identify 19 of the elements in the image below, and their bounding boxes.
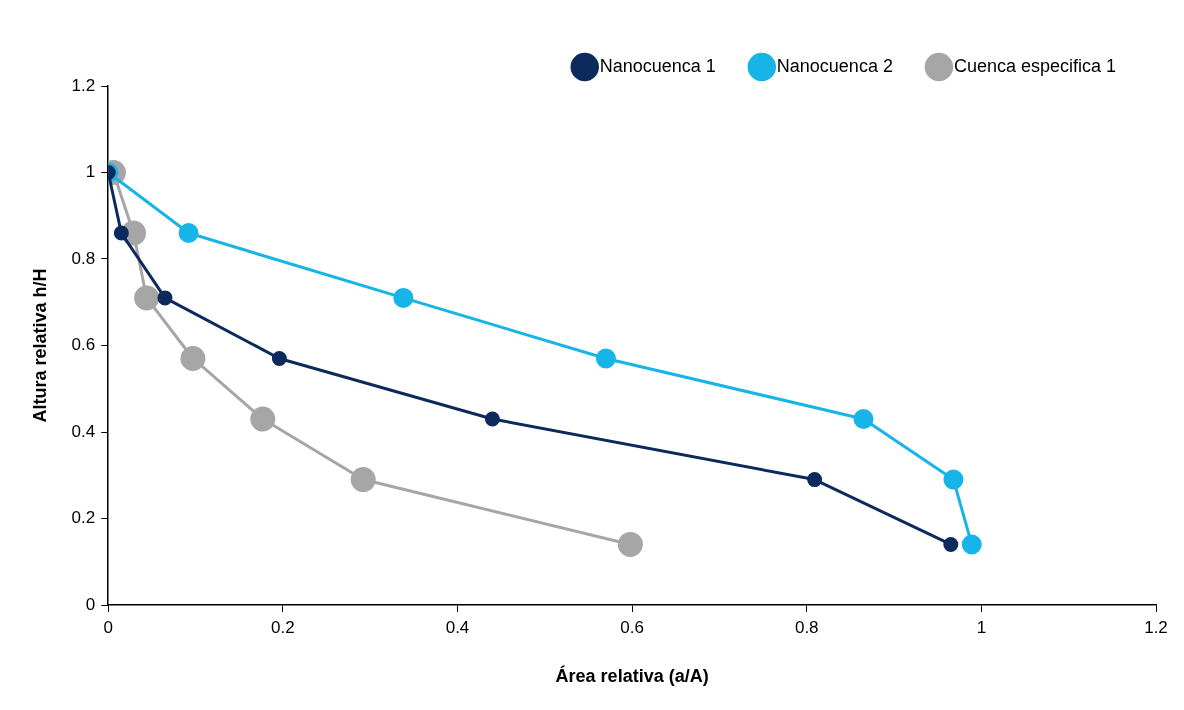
y-axis-title: Altura relativa h/H xyxy=(29,268,50,423)
y-tick-label: 1 xyxy=(85,162,96,182)
x-tick-label: 1 xyxy=(976,617,987,637)
x-tick-label: 1.2 xyxy=(1144,617,1168,637)
y-tick-label: 0.4 xyxy=(71,421,96,441)
x-tick-label: 0.2 xyxy=(271,617,295,637)
legend-label: Nanocuenca 2 xyxy=(776,55,893,76)
x-axis-title: Área relativa (a/A) xyxy=(555,665,709,687)
legend-label: Cuenca especifica 1 xyxy=(953,55,1117,76)
x-tick-label: 0.6 xyxy=(620,617,644,637)
y-tick-label: 1.2 xyxy=(71,75,96,95)
legend-label: Nanocuenca 1 xyxy=(599,55,716,76)
y-tick-label: 0.8 xyxy=(71,248,96,268)
y-tick-label: 0.2 xyxy=(71,508,96,528)
x-tick-label: 0 xyxy=(103,617,113,637)
y-tick-label: 0.6 xyxy=(71,335,96,355)
y-tick-label: 0 xyxy=(85,594,96,614)
x-tick-label: 0.4 xyxy=(445,617,470,637)
x-tick-label: 0.8 xyxy=(794,617,819,637)
